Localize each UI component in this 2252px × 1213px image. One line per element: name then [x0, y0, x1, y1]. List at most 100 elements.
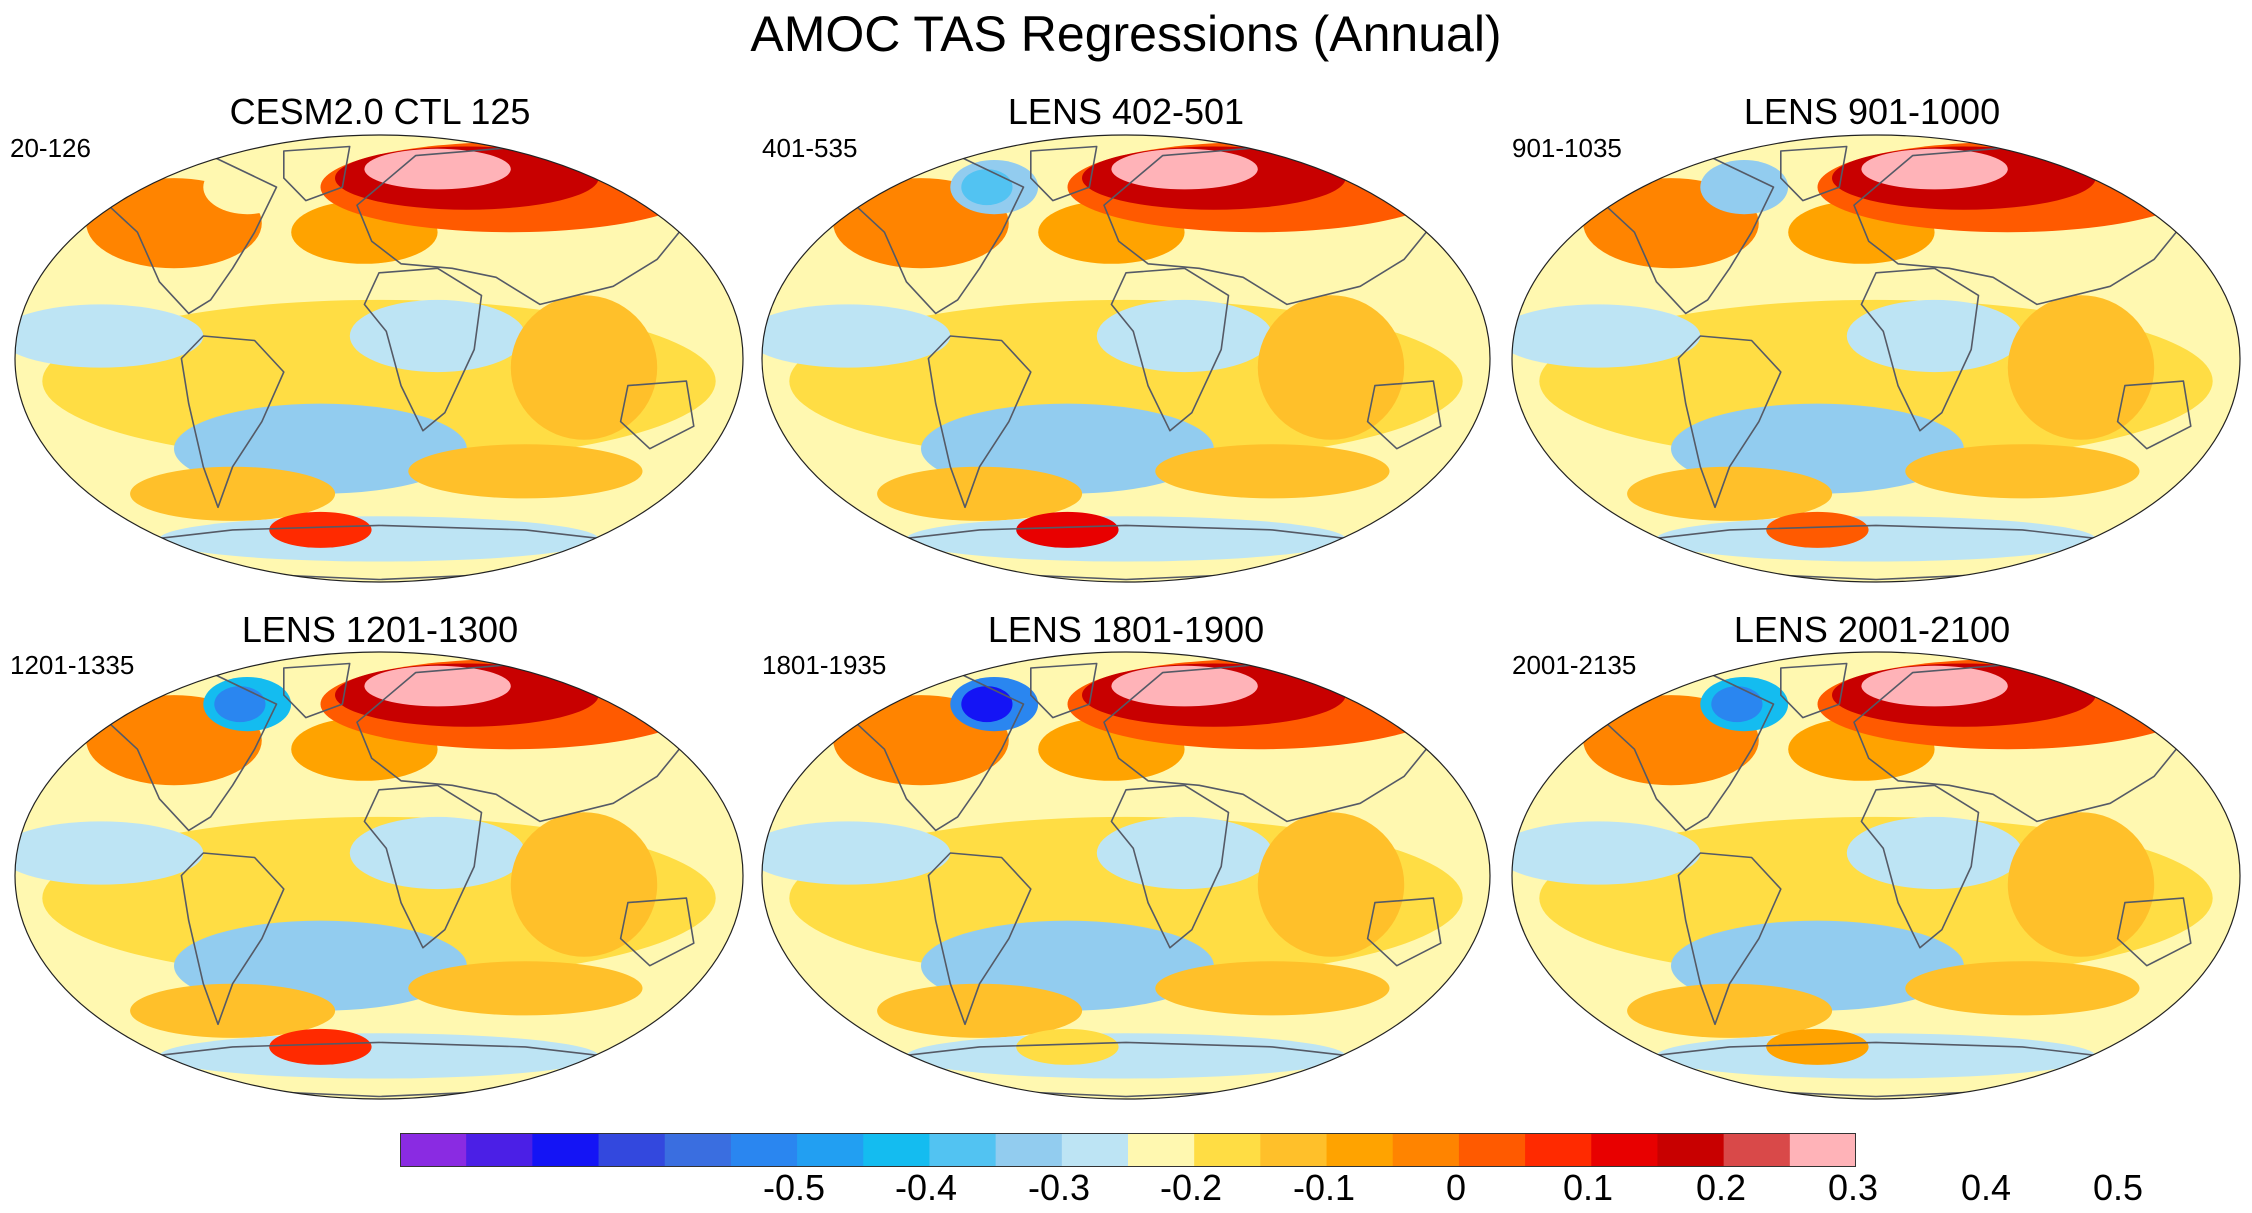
anomaly-region: [510, 812, 658, 957]
colorbar-tick-label: 0.5: [2092, 1167, 2144, 1208]
anomaly-region: [877, 983, 1083, 1038]
anomaly-region: [906, 516, 1346, 562]
map-panel-1: [14, 134, 744, 583]
colorbar-swatch: [1458, 1133, 1526, 1167]
coastline-south-america: [1677, 335, 1782, 509]
coastline-greenland: [1029, 145, 1098, 202]
anomaly-region: [1016, 511, 1119, 548]
coastline-north-america: [854, 154, 1025, 315]
panel-range-1: 20-126: [10, 133, 91, 163]
coastline-australia: [619, 897, 695, 967]
map-outline: [1511, 651, 2241, 1100]
anomaly-region: [1512, 304, 1701, 368]
coastline-africa: [1860, 784, 1980, 949]
map-outline: [14, 651, 744, 1100]
anomaly-region: [510, 295, 658, 440]
colorbar-swatch: [929, 1133, 997, 1167]
coastline-africa: [363, 267, 483, 432]
anomaly-region: [349, 299, 526, 373]
colorbar-tick-label: -0.4: [894, 1167, 958, 1208]
anomaly-region: [1711, 686, 1763, 723]
colorbar-swatch: [1591, 1133, 1658, 1167]
coastline-africa: [1110, 784, 1230, 949]
anomaly-region: [2007, 295, 2155, 440]
colorbar-tick-label: -0.5: [762, 1167, 826, 1208]
panel-title-6: LENS 2001-2100: [1733, 609, 2011, 650]
map-outline: [1511, 134, 2241, 583]
map-outline: [761, 134, 1491, 583]
anomaly-region: [762, 304, 951, 368]
coastline-south-america: [927, 852, 1032, 1026]
coastline-south-america: [927, 335, 1032, 509]
colorbar-tick-label: 0.4: [1960, 1167, 2012, 1208]
coastline-south-america: [180, 852, 285, 1026]
colorbar-swatch: [532, 1133, 600, 1167]
anomaly-region: [1096, 816, 1273, 890]
anomaly-region: [1766, 511, 1869, 548]
coastline-north-america: [1604, 671, 1775, 832]
anomaly-region: [1627, 983, 1833, 1038]
colorbar-tick-label: -0.3: [1027, 1167, 1091, 1208]
colorbar-swatch: [1789, 1133, 1856, 1167]
coastline-greenland: [282, 662, 351, 719]
anomaly-region: [269, 511, 372, 548]
colorbar-tick-label: 0.2: [1695, 1167, 1747, 1208]
anomaly-region: [15, 821, 204, 885]
map-panel-3: [1511, 134, 2241, 583]
anomaly-region: [269, 1028, 372, 1065]
colorbar-swatch: [1061, 1133, 1129, 1167]
coastline-north-america: [107, 671, 278, 832]
colorbar-swatch: [1260, 1133, 1328, 1167]
anomaly-region: [159, 516, 599, 562]
anomaly-region: [349, 816, 526, 890]
panel-range-4: 1201-1335: [10, 650, 135, 680]
colorbar-tick-label: -0.1: [1292, 1167, 1356, 1208]
anomaly-region: [1257, 812, 1405, 957]
anomaly-region: [1656, 1033, 2096, 1079]
colorbar-tick-label: 0.1: [1562, 1167, 1614, 1208]
anomaly-region: [1627, 466, 1833, 521]
map-panel-5: [761, 651, 1491, 1100]
coastline-australia: [619, 380, 695, 450]
colorbar-swatch: [730, 1133, 798, 1167]
anomaly-region: [1257, 295, 1405, 440]
colorbar-tick-label: 0.3: [1827, 1167, 1879, 1208]
coastline-africa: [1860, 267, 1980, 432]
anomaly-region: [1711, 169, 1763, 206]
anomaly-region: [961, 686, 1013, 723]
anomaly-region: [1766, 1028, 1869, 1065]
panel-title-1: CESM2.0 CTL 125: [229, 91, 531, 132]
coastline-australia: [2116, 380, 2192, 450]
anomaly-region: [159, 1033, 599, 1079]
panel-range-5: 1801-1935: [762, 650, 887, 680]
anomaly-region: [1016, 1028, 1119, 1065]
colorbar-swatch: [1657, 1133, 1725, 1167]
panel-range-6: 2001-2135: [1512, 650, 1637, 680]
colorbar-tick-label: -0.2: [1159, 1167, 1223, 1208]
coastline-africa: [363, 784, 483, 949]
colorbar-swatch: [598, 1133, 666, 1167]
colorbar-outline: [400, 1133, 1856, 1167]
colorbar-swatch: [664, 1133, 732, 1167]
colorbar-swatch: [1723, 1133, 1791, 1167]
anomaly-region: [906, 1033, 1346, 1079]
panel-range-2: 401-535: [762, 133, 858, 163]
anomaly-region: [1656, 516, 2096, 562]
map-panel-2: [761, 134, 1491, 583]
coastline-greenland: [1029, 662, 1098, 719]
anomaly-region: [1111, 665, 1258, 707]
anomaly-region: [762, 821, 951, 885]
anomaly-region: [1155, 961, 1390, 1016]
colorbar-swatch: [400, 1133, 467, 1167]
coastline-north-america: [854, 671, 1025, 832]
coastline-south-america: [180, 335, 285, 509]
anomaly-region: [408, 961, 643, 1016]
map-outline: [14, 134, 744, 583]
figure-title: AMOC TAS Regressions (Annual): [750, 6, 1502, 62]
anomaly-region: [1846, 299, 2023, 373]
map-outline: [761, 651, 1491, 1100]
coastline-australia: [1366, 897, 1442, 967]
anomaly-region: [1155, 444, 1390, 499]
anomaly-region: [1512, 821, 1701, 885]
map-panel-6: [1511, 651, 2241, 1100]
